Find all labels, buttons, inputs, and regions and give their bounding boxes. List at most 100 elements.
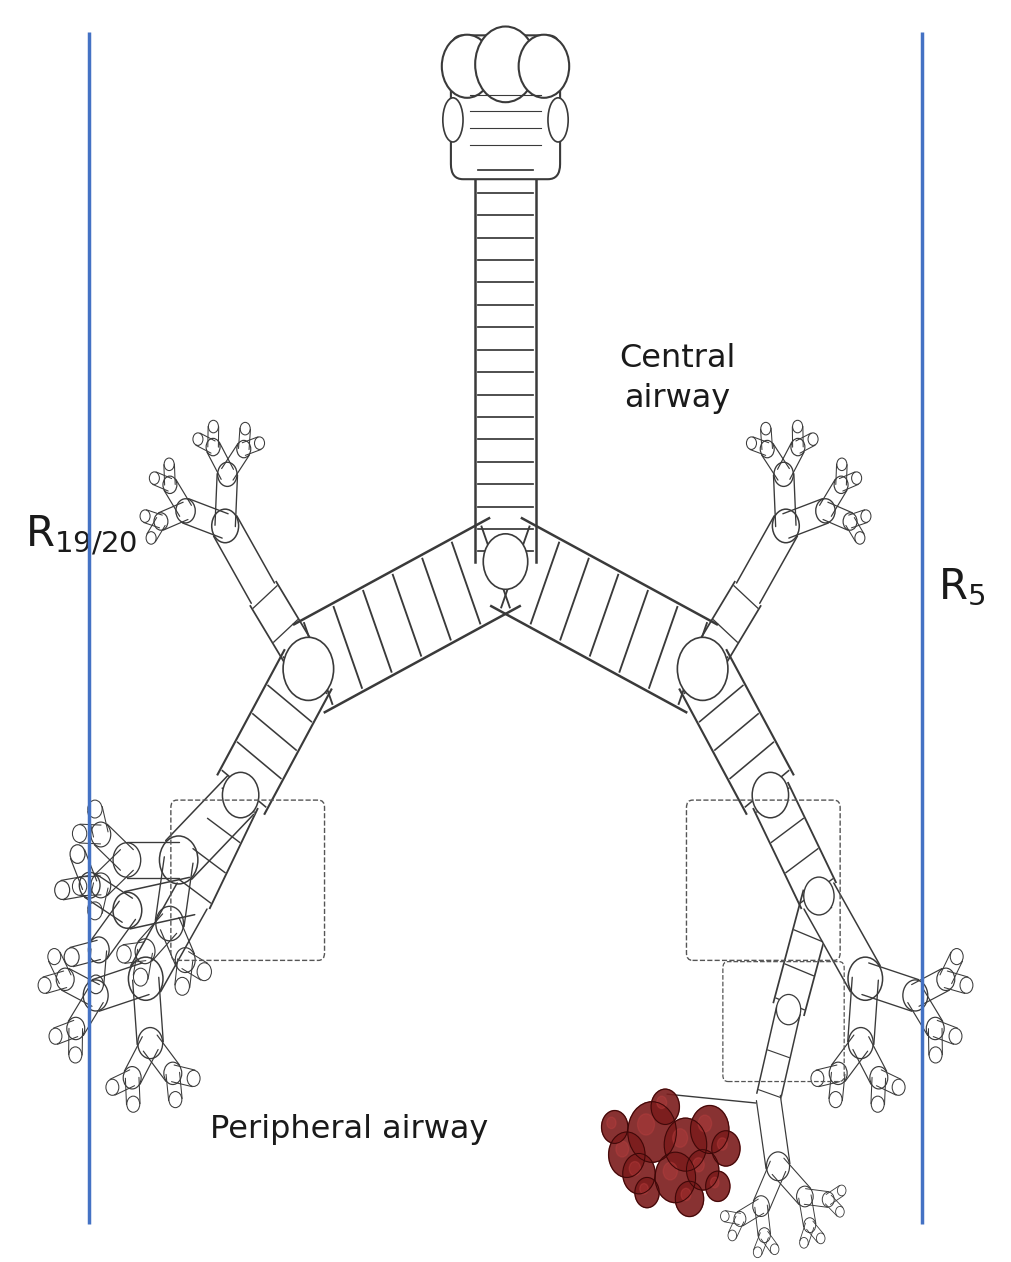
Polygon shape [183, 498, 228, 538]
Polygon shape [737, 1199, 763, 1225]
Circle shape [766, 1152, 790, 1181]
Polygon shape [164, 480, 191, 516]
Circle shape [169, 1092, 182, 1108]
Polygon shape [831, 1035, 867, 1082]
Polygon shape [79, 876, 101, 896]
Polygon shape [213, 516, 274, 603]
Circle shape [848, 957, 883, 1001]
Polygon shape [862, 963, 919, 1011]
Circle shape [718, 1138, 727, 1150]
Circle shape [211, 509, 239, 543]
Polygon shape [755, 1205, 770, 1237]
Polygon shape [912, 968, 949, 1006]
Circle shape [960, 977, 973, 993]
Circle shape [283, 637, 334, 700]
Polygon shape [43, 970, 67, 993]
Polygon shape [133, 949, 153, 979]
Polygon shape [944, 970, 968, 993]
Circle shape [55, 881, 70, 900]
Polygon shape [679, 649, 794, 815]
Circle shape [804, 877, 834, 915]
Polygon shape [175, 959, 193, 988]
Circle shape [808, 433, 818, 445]
Polygon shape [908, 988, 943, 1036]
Circle shape [113, 892, 142, 929]
Polygon shape [88, 949, 106, 986]
Circle shape [113, 843, 141, 877]
Circle shape [836, 1206, 844, 1217]
Circle shape [88, 800, 102, 818]
Text: $\mathrm{R}_{19/20}$: $\mathrm{R}_{19/20}$ [25, 515, 137, 558]
Polygon shape [159, 502, 188, 530]
Polygon shape [215, 473, 238, 526]
Circle shape [761, 423, 770, 435]
Polygon shape [172, 1065, 195, 1087]
Circle shape [616, 1141, 629, 1157]
Polygon shape [94, 849, 133, 896]
Polygon shape [475, 160, 536, 562]
Polygon shape [68, 988, 103, 1036]
Circle shape [655, 1152, 696, 1203]
Ellipse shape [548, 97, 568, 141]
Circle shape [855, 531, 864, 544]
Circle shape [69, 1047, 82, 1063]
Polygon shape [153, 472, 172, 491]
Circle shape [88, 902, 102, 920]
Circle shape [150, 472, 160, 485]
Circle shape [38, 977, 51, 993]
Circle shape [677, 637, 728, 700]
Circle shape [711, 1177, 719, 1188]
Circle shape [926, 1017, 944, 1040]
Circle shape [241, 423, 250, 435]
Circle shape [193, 433, 203, 445]
Circle shape [721, 1210, 729, 1222]
Polygon shape [132, 977, 163, 1045]
Polygon shape [796, 433, 815, 453]
Polygon shape [54, 1021, 78, 1045]
Polygon shape [166, 776, 254, 880]
Circle shape [929, 1047, 942, 1063]
Circle shape [664, 1118, 707, 1171]
Circle shape [73, 824, 87, 843]
Circle shape [607, 1117, 616, 1128]
Polygon shape [772, 1159, 811, 1205]
Circle shape [176, 498, 195, 522]
Polygon shape [139, 914, 177, 960]
Polygon shape [250, 581, 321, 681]
Polygon shape [156, 857, 193, 926]
Polygon shape [127, 842, 179, 878]
Polygon shape [85, 873, 132, 923]
Circle shape [758, 1228, 770, 1243]
Circle shape [772, 509, 800, 543]
Circle shape [892, 1079, 905, 1095]
Polygon shape [870, 1078, 886, 1104]
Polygon shape [91, 901, 135, 959]
FancyBboxPatch shape [451, 35, 560, 179]
Circle shape [753, 1247, 762, 1258]
Polygon shape [70, 940, 100, 967]
Circle shape [475, 27, 536, 102]
Circle shape [829, 1092, 842, 1108]
Circle shape [746, 437, 756, 449]
Circle shape [774, 462, 794, 486]
Circle shape [197, 963, 211, 981]
Polygon shape [940, 953, 962, 983]
Circle shape [128, 957, 163, 1001]
Circle shape [123, 1066, 142, 1089]
Circle shape [519, 35, 569, 98]
Polygon shape [69, 1029, 83, 1055]
Polygon shape [823, 502, 852, 530]
Circle shape [691, 1106, 729, 1153]
Circle shape [663, 1162, 677, 1180]
Circle shape [640, 1184, 648, 1194]
Circle shape [651, 1089, 679, 1124]
Polygon shape [773, 473, 796, 526]
Polygon shape [777, 442, 804, 480]
Polygon shape [753, 1233, 768, 1254]
Polygon shape [88, 806, 108, 837]
Polygon shape [756, 1095, 790, 1169]
Circle shape [800, 1238, 808, 1248]
Circle shape [675, 1181, 704, 1217]
Circle shape [776, 994, 801, 1025]
Circle shape [73, 877, 87, 895]
